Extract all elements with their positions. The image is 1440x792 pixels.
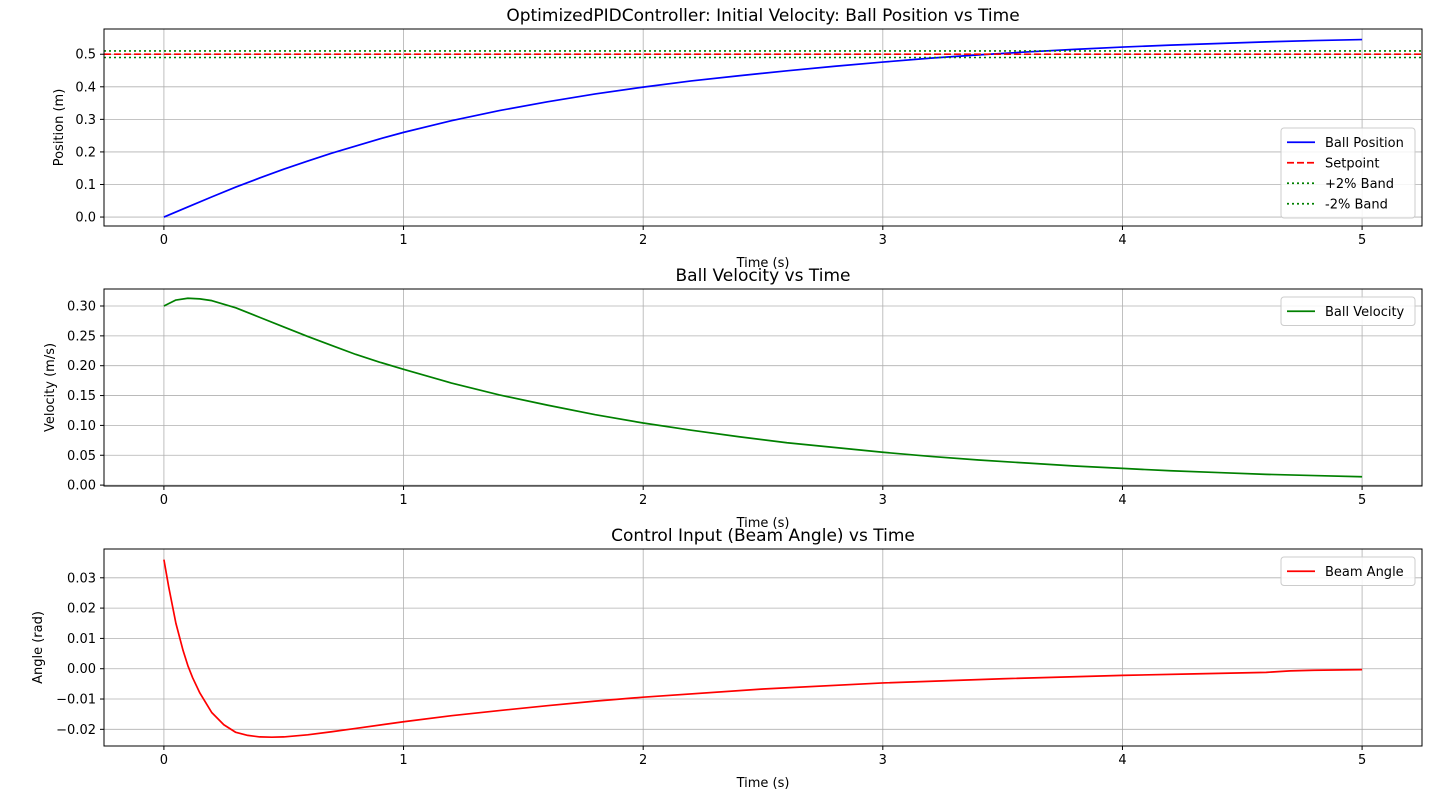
subplot-1: 0 1 2 3 4 5 0.0 0.1 0.2 0.3 0.4 0.5 OptimizedPIDCont…: [52, 6, 1423, 271]
y-tick-label: 0.30: [67, 300, 96, 315]
x-tick-label: 2: [639, 493, 647, 508]
series-line-ball-velocity: [163, 297, 1363, 478]
axes-frame: [103, 548, 1423, 747]
series-line-ball-position: [163, 38, 1363, 218]
y-tick-label: 0.2: [75, 145, 96, 160]
legend-entry: +2% Band: [1325, 177, 1394, 192]
axes-frame: [103, 28, 1423, 227]
legend: Ball Position Setpoint +2% Band -2% Band: [1280, 127, 1416, 219]
x-tick-label: 0: [160, 233, 168, 248]
y-tick-label: 0.3: [75, 113, 96, 128]
legend-box: [1280, 296, 1416, 326]
x-tick-label: 0: [160, 493, 168, 508]
x-tick-label: 3: [879, 233, 887, 248]
x-tick-label: 1: [399, 493, 407, 508]
legend: Beam Angle: [1280, 556, 1416, 586]
legend-entry: Setpoint: [1325, 156, 1380, 171]
y-tick-label: 0.10: [67, 419, 96, 434]
y-tick-label: −0.02: [56, 723, 96, 738]
x-axis-label: Time (s): [736, 516, 790, 531]
x-tick-label: 2: [639, 233, 647, 248]
y-tick-label: 0.20: [67, 359, 96, 374]
legend-entry: -2% Band: [1325, 197, 1388, 212]
chart-title: OptimizedPIDController: Initial Velocity…: [506, 6, 1019, 26]
x-tick-label: 4: [1118, 233, 1126, 248]
x-tick-label: 0: [160, 753, 168, 768]
y-tick-label: 0.01: [67, 632, 96, 647]
legend-entry: Ball Position: [1325, 136, 1404, 151]
y-axis-label: Angle (rad): [31, 611, 46, 684]
x-tick-label: 1: [399, 233, 407, 248]
y-tick-label: 0.0: [75, 211, 96, 226]
x-tick-label: 3: [879, 753, 887, 768]
chart-title: Control Input (Beam Angle) vs Time: [611, 526, 915, 546]
y-tick-label: 0.15: [67, 389, 96, 404]
chart-title: Ball Velocity vs Time: [676, 266, 851, 286]
x-tick-label: 5: [1358, 233, 1366, 248]
subplot-2: 0 1 2 3 4 5 0.00 0.05 0.10 0.15 0.20 0.25 0.30 Ball V…: [43, 266, 1423, 531]
subplot-3: 0 1 2 3 4 5 −0.02 −0.01 0.00 0.01 0.02 0.03 Control …: [31, 526, 1423, 791]
legend-entry: Ball Velocity: [1325, 305, 1405, 320]
y-tick-label: 0.03: [67, 571, 96, 586]
x-tick-label: 4: [1118, 493, 1126, 508]
legend: Ball Velocity: [1280, 296, 1416, 326]
y-tick-label: 0.05: [67, 449, 96, 464]
axes-frame: [103, 288, 1423, 487]
x-tick-label: 5: [1358, 493, 1366, 508]
y-axis-label: Position (m): [52, 89, 67, 167]
x-tick-label: 4: [1118, 753, 1126, 768]
legend-entry: Beam Angle: [1325, 565, 1404, 580]
y-axis-label: Velocity (m/s): [43, 343, 58, 432]
x-tick-label: 3: [879, 493, 887, 508]
y-tick-label: 0.1: [75, 178, 96, 193]
y-tick-label: 0.25: [67, 329, 96, 344]
y-tick-label: 0.00: [67, 662, 96, 677]
x-tick-label: 5: [1358, 753, 1366, 768]
x-tick-label: 1: [399, 753, 407, 768]
x-axis-label: Time (s): [736, 776, 790, 791]
y-tick-label: 0.02: [67, 602, 96, 617]
x-axis-label: Time (s): [736, 256, 790, 271]
y-tick-label: 0.5: [75, 48, 96, 63]
legend-box: [1280, 127, 1416, 219]
legend-box: [1280, 556, 1416, 586]
y-tick-label: 0.4: [75, 80, 96, 95]
series-line-beam-angle: [163, 559, 1363, 739]
x-tick-label: 2: [639, 753, 647, 768]
y-tick-label: −0.01: [56, 693, 96, 708]
y-tick-label: 0.00: [67, 479, 96, 494]
